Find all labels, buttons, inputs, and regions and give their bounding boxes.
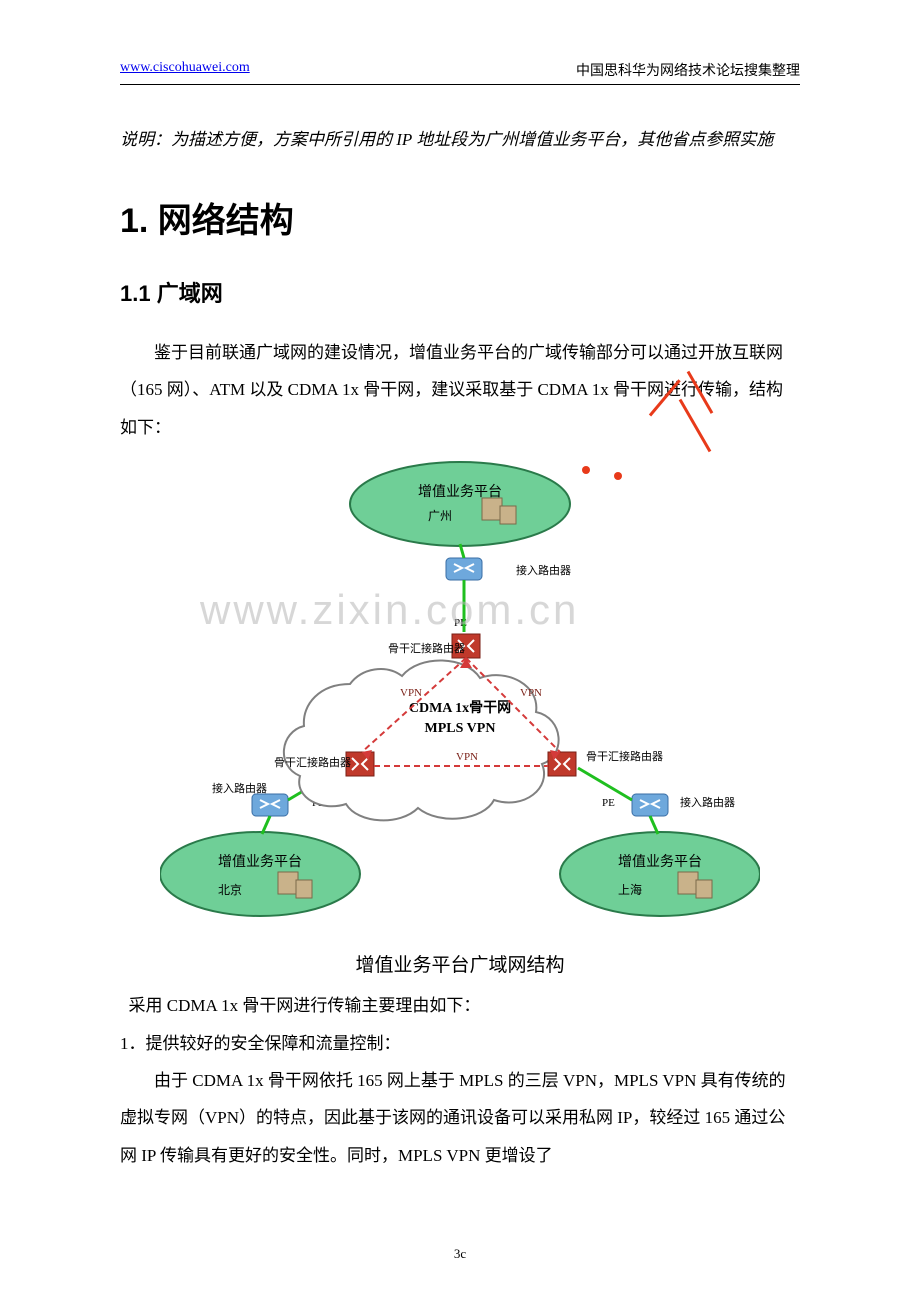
svg-text:接入路由器: 接入路由器 [212, 781, 267, 795]
cloud-icon [284, 661, 559, 821]
header-rule [120, 84, 800, 85]
figure-caption: 增值业务平台广域网结构 [120, 950, 800, 977]
backbone-label: CDMA 1x骨干网 [409, 699, 511, 716]
document-note: 说明：为描述方便，方案中所引用的 IP 地址段为广州增值业务平台，其他省点参照实… [120, 123, 800, 157]
vpn-label: VPN [400, 687, 422, 699]
backbone-router-label: 骨干汇接路由器 [388, 641, 465, 655]
svg-text:PE: PE [602, 797, 615, 809]
svg-text:增值业务平台: 增值业务平台 [618, 854, 702, 870]
header-link[interactable]: www.ciscohuawei.com [120, 60, 250, 80]
header-source: 中国思科华为网络技术论坛搜集整理 [576, 60, 800, 80]
mpls-label: MPLS VPN [425, 721, 496, 736]
access-router-label: 接入路由器 [516, 563, 571, 577]
city-label-sh: 上海 [618, 882, 642, 897]
subsection-heading: 1.1 广域网 [120, 276, 800, 308]
svg-text:VPN: VPN [520, 687, 542, 699]
reason-detail: 由于 CDMA 1x 骨干网依托 165 网上基于 MPLS 的三层 VPN，M… [120, 1062, 800, 1174]
section-heading: 1. 网络结构 [120, 193, 800, 242]
city-label-bj: 北京 [218, 883, 242, 897]
svg-text:接入路由器: 接入路由器 [680, 795, 735, 809]
city-label-gz: 广州 [428, 509, 452, 523]
svg-text:骨干汇接路由器: 骨干汇接路由器 [274, 755, 351, 769]
network-diagram: 增值业务平台 广州 增值业务平台 北京 增值业务平台 上海 接入路由器 接入路由… [160, 454, 760, 944]
reason-item-1: 1．提供较好的安全保障和流量控制： [120, 1025, 800, 1062]
svg-text:增值业务平台: 增值业务平台 [218, 854, 302, 870]
page-number: 3c [0, 1246, 920, 1262]
reasons-intro: 采用 CDMA 1x 骨干网进行传输主要理由如下： [120, 987, 800, 1024]
svg-text:骨干汇接路由器: 骨干汇接路由器 [586, 749, 663, 763]
svg-text:VPN: VPN [456, 751, 478, 763]
